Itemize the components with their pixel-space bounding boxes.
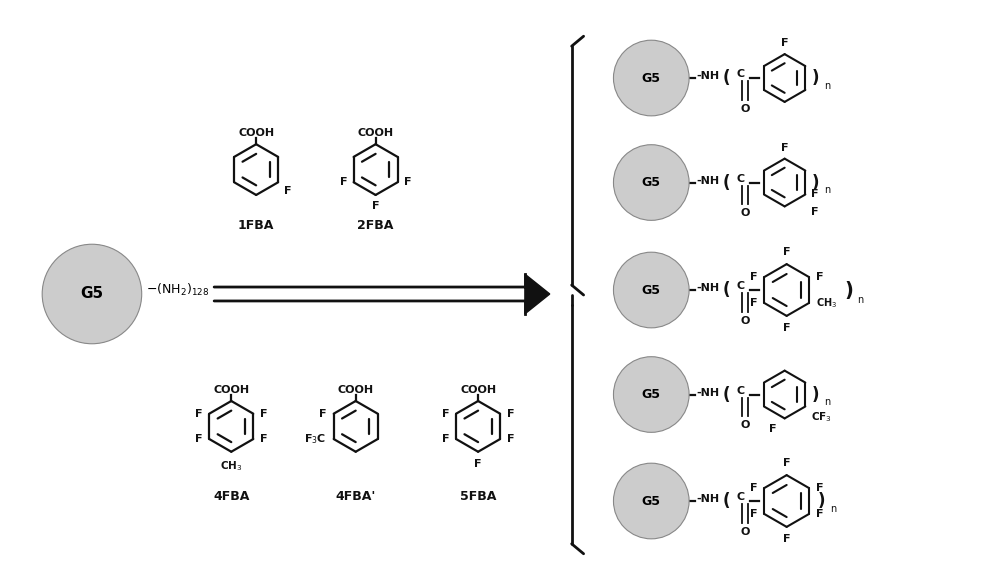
Text: F: F — [750, 483, 757, 493]
Text: n: n — [830, 504, 837, 514]
Text: (: ( — [723, 174, 730, 191]
Text: O: O — [740, 420, 750, 430]
Circle shape — [613, 463, 689, 539]
Text: F: F — [811, 190, 819, 200]
Text: -NH: -NH — [696, 71, 719, 81]
Text: F: F — [816, 272, 824, 282]
Text: n: n — [857, 295, 864, 305]
Text: COOH: COOH — [358, 128, 394, 138]
Text: F: F — [783, 458, 790, 468]
Text: G5: G5 — [642, 388, 661, 401]
Text: F: F — [811, 207, 819, 217]
Text: F: F — [260, 409, 268, 419]
Text: O: O — [740, 104, 750, 114]
Text: CH$_3$: CH$_3$ — [816, 296, 837, 310]
Text: F: F — [769, 424, 776, 434]
Text: F: F — [340, 177, 348, 187]
Text: O: O — [740, 527, 750, 537]
Text: F: F — [372, 201, 379, 211]
Text: C: C — [737, 281, 745, 291]
Text: n: n — [824, 397, 831, 407]
Text: F: F — [507, 409, 515, 419]
Text: F: F — [750, 509, 757, 519]
Text: C: C — [737, 69, 745, 79]
Text: -NH: -NH — [696, 387, 719, 397]
Text: G5: G5 — [642, 72, 661, 85]
Text: C: C — [737, 174, 745, 184]
Text: $\mathsf{-(NH_2)_{128}}$: $\mathsf{-(NH_2)_{128}}$ — [146, 282, 209, 298]
Text: 1FBA: 1FBA — [238, 219, 274, 232]
Text: F: F — [783, 247, 790, 257]
Text: ): ) — [844, 281, 853, 299]
Text: O: O — [740, 208, 750, 218]
Text: F: F — [442, 434, 449, 444]
Text: G5: G5 — [80, 286, 104, 302]
Text: C: C — [737, 492, 745, 502]
Text: F: F — [781, 143, 788, 153]
Text: CF$_3$: CF$_3$ — [811, 410, 832, 424]
Text: COOH: COOH — [213, 385, 249, 395]
Text: 2FBA: 2FBA — [357, 219, 394, 232]
Text: 4FBA': 4FBA' — [335, 490, 376, 502]
Text: ): ) — [817, 492, 825, 510]
Text: (: ( — [723, 492, 730, 510]
Text: F: F — [442, 409, 449, 419]
Text: F: F — [783, 534, 790, 544]
Text: F$_3$C: F$_3$C — [304, 432, 327, 446]
Circle shape — [613, 145, 689, 220]
Text: COOH: COOH — [338, 385, 374, 395]
Text: G5: G5 — [642, 494, 661, 508]
Text: ): ) — [812, 174, 819, 191]
Text: 4FBA: 4FBA — [213, 490, 249, 502]
Text: -NH: -NH — [696, 494, 719, 504]
Text: F: F — [284, 186, 292, 196]
Text: F: F — [781, 38, 788, 48]
Circle shape — [613, 357, 689, 433]
Text: CH$_3$: CH$_3$ — [220, 458, 243, 473]
Text: O: O — [740, 316, 750, 326]
Text: F: F — [474, 458, 482, 468]
Text: G5: G5 — [642, 284, 661, 296]
Text: COOH: COOH — [460, 385, 496, 395]
Text: F: F — [507, 434, 515, 444]
Text: F: F — [319, 409, 327, 419]
Text: -NH: -NH — [696, 283, 719, 293]
Text: F: F — [783, 323, 790, 333]
Text: F: F — [750, 272, 757, 282]
Text: F: F — [195, 434, 202, 444]
Text: C: C — [737, 386, 745, 396]
Text: (: ( — [723, 69, 730, 87]
Text: ): ) — [812, 386, 819, 403]
Text: F: F — [404, 177, 411, 187]
Text: F: F — [260, 434, 268, 444]
Text: n: n — [824, 81, 831, 91]
Text: 5FBA: 5FBA — [460, 490, 496, 502]
Text: COOH: COOH — [238, 128, 274, 138]
Text: F: F — [195, 409, 202, 419]
Text: (: ( — [723, 281, 730, 299]
Polygon shape — [525, 274, 550, 314]
Text: (: ( — [723, 386, 730, 403]
Text: -NH: -NH — [696, 176, 719, 185]
Text: F: F — [750, 298, 757, 308]
Text: F: F — [816, 509, 824, 519]
Circle shape — [42, 244, 142, 344]
Circle shape — [613, 40, 689, 116]
Text: G5: G5 — [642, 176, 661, 189]
Text: F: F — [816, 483, 824, 493]
Circle shape — [613, 252, 689, 328]
Text: ): ) — [812, 69, 819, 87]
Text: n: n — [824, 185, 831, 195]
